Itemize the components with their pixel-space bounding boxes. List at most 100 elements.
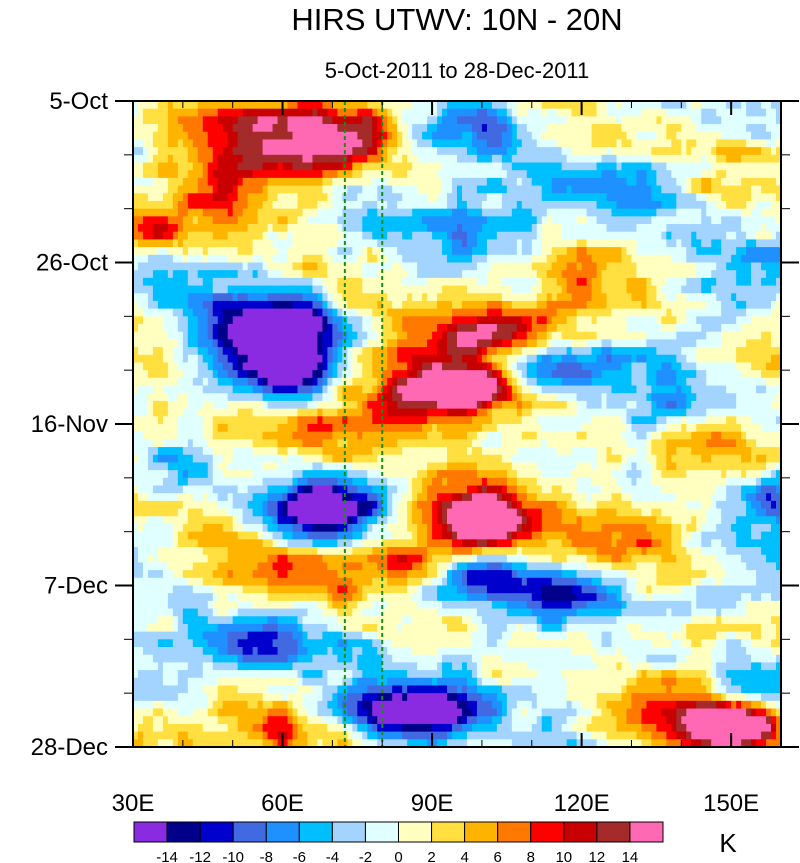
- heat-cell: [496, 370, 503, 379]
- heat-cell: [362, 162, 368, 171]
- heat-cell: [327, 239, 333, 248]
- heat-cell: [392, 277, 398, 287]
- heat-cell: [761, 262, 767, 271]
- heat-cell: [332, 293, 338, 302]
- heat-cell: [706, 154, 712, 164]
- heat-cell: [172, 147, 179, 156]
- heat-cell: [332, 147, 338, 156]
- heat-cell: [442, 101, 448, 110]
- heat-cell: [292, 293, 299, 302]
- heat-cell: [596, 354, 603, 364]
- heat-cell: [237, 124, 244, 133]
- heat-cell: [312, 116, 319, 125]
- heat-cell: [741, 139, 747, 148]
- heat-cell: [686, 170, 692, 179]
- heat-cell: [496, 177, 503, 187]
- heat-cell: [566, 331, 573, 340]
- heat-cell: [347, 270, 353, 279]
- heat-cell: [282, 354, 289, 364]
- heat-cell: [372, 370, 378, 379]
- heat-cell: [152, 285, 159, 294]
- heat-cell: [322, 101, 328, 110]
- heat-cell: [776, 162, 782, 171]
- heat-cell: [177, 324, 184, 333]
- heat-cell: [377, 254, 383, 264]
- heat-cell: [427, 354, 433, 364]
- heat-cell: [247, 116, 254, 125]
- heat-cell: [422, 170, 428, 179]
- heat-cell: [466, 262, 473, 271]
- heat-cell: [626, 370, 633, 379]
- heat-cell: [631, 300, 638, 310]
- heat-cell: [506, 324, 513, 333]
- heat-cell: [302, 239, 309, 248]
- heat-cell: [516, 139, 523, 148]
- heat-cell: [691, 254, 697, 264]
- heat-cell: [267, 300, 274, 310]
- heat-cell: [292, 262, 299, 271]
- heat-cell: [437, 124, 443, 133]
- heat-cell: [701, 270, 707, 279]
- heat-cell: [636, 216, 643, 225]
- heat-cell: [447, 208, 453, 217]
- heat-cell: [741, 177, 747, 187]
- heat-cell: [272, 385, 279, 394]
- heat-cell: [536, 293, 543, 302]
- heat-cell: [561, 293, 568, 302]
- heat-cell: [471, 101, 478, 110]
- heat-cell: [636, 116, 643, 125]
- heat-cell: [257, 277, 264, 287]
- heat-cell: [417, 139, 423, 148]
- heat-cell: [701, 101, 707, 110]
- heat-cell: [656, 377, 662, 387]
- heat-cell: [327, 131, 333, 141]
- heat-cell: [347, 239, 353, 248]
- heat-cell: [167, 139, 174, 148]
- heat-cell: [506, 331, 513, 340]
- heat-cell: [137, 200, 144, 210]
- heat-cell: [716, 101, 722, 110]
- heat-cell: [766, 300, 772, 310]
- heat-cell: [237, 300, 244, 310]
- heat-cell: [516, 370, 523, 379]
- heat-cell: [671, 147, 677, 156]
- heat-cell: [561, 270, 568, 279]
- heat-cell: [741, 377, 747, 387]
- heat-cell: [292, 124, 299, 133]
- heat-cell: [636, 347, 643, 356]
- heat-cell: [172, 339, 179, 348]
- heat-cell: [751, 177, 757, 187]
- heat-cell: [457, 316, 463, 325]
- heat-cell: [287, 347, 294, 356]
- heat-cell: [486, 316, 493, 325]
- heat-cell: [476, 131, 483, 141]
- heat-cell: [452, 239, 458, 248]
- heat-cell: [192, 139, 199, 148]
- heat-cell: [666, 385, 672, 394]
- heat-cell: [357, 162, 363, 171]
- heat-cell: [332, 101, 338, 110]
- heat-cell: [681, 193, 687, 202]
- heat-cell: [317, 324, 324, 333]
- heat-cell: [646, 324, 652, 333]
- heat-cell: [696, 185, 702, 194]
- heat-cell: [496, 339, 503, 348]
- heat-cell: [142, 185, 149, 194]
- heat-cell: [247, 185, 254, 194]
- heat-cell: [496, 308, 503, 317]
- heat-cell: [162, 293, 169, 302]
- heat-cell: [457, 101, 463, 110]
- heat-cell: [302, 108, 309, 117]
- heat-cell: [207, 162, 214, 171]
- heat-cell: [372, 331, 378, 340]
- heat-cell: [676, 247, 682, 256]
- heat-cell: [337, 254, 343, 264]
- heat-cell: [726, 385, 732, 394]
- heat-cell: [621, 193, 628, 202]
- heat-cell: [636, 108, 643, 117]
- heat-cell: [531, 177, 538, 187]
- heat-cell: [571, 239, 578, 248]
- heat-cell: [656, 162, 662, 171]
- heat-cell: [706, 247, 712, 256]
- heat-cell: [212, 270, 219, 279]
